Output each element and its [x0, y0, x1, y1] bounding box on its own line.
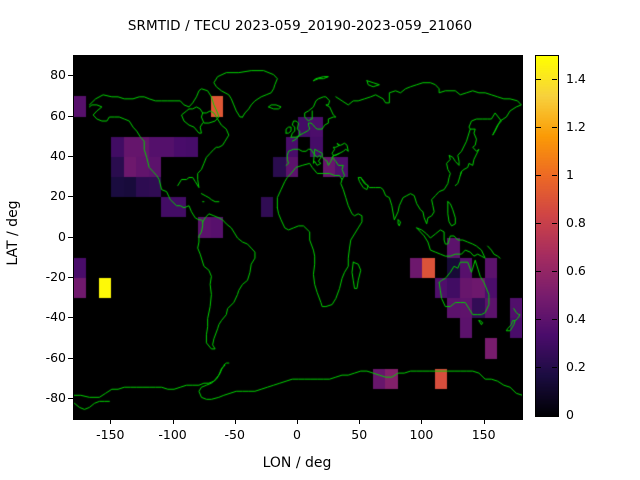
y-tick-mark — [68, 115, 73, 117]
x-tick-label: 0 — [293, 427, 301, 442]
x-tick-label: -150 — [96, 427, 125, 442]
y-tick-label: 60 — [50, 107, 66, 123]
y-axis-label: LAT / deg — [5, 200, 21, 266]
colorbar-tick-mark — [536, 127, 541, 128]
x-tick-mark — [483, 419, 485, 424]
x-tick-mark — [234, 419, 236, 424]
x-tick-mark — [297, 419, 298, 424]
x-tick-mark — [359, 419, 361, 424]
x-tick-label: 100 — [409, 427, 434, 442]
y-tick-label: -20 — [45, 268, 66, 284]
colorbar-tick-mark — [552, 367, 557, 368]
page-title: SRMTID / TECU 2023-059_20190-2023-059_21… — [127, 18, 473, 34]
y-tick-mark — [68, 155, 73, 157]
colorbar-tick-mark — [536, 367, 541, 368]
colorbar-tick-mark — [536, 79, 541, 80]
y-tick-mark — [68, 317, 73, 319]
y-tick-label: 40 — [50, 147, 66, 163]
colorbar-tick-mark — [552, 223, 557, 224]
x-tick-mark — [110, 419, 112, 424]
y-tick-label: -80 — [45, 389, 66, 405]
map-plot-area[interactable] — [73, 55, 523, 420]
colorbar-tick-mark — [552, 127, 557, 128]
colorbar-tick-mark — [536, 223, 541, 224]
y-tick-mark — [68, 357, 73, 359]
colorbar-tick-mark — [536, 175, 541, 176]
y-tick-label: 0 — [58, 228, 66, 244]
colorbar-tick-label: 0.2 — [566, 359, 586, 374]
colorbar-tick-label: 0.4 — [566, 311, 586, 326]
y-tick-mark — [68, 75, 73, 77]
colorbar-tick-mark — [536, 319, 541, 320]
colorbar-tick-mark — [552, 175, 557, 176]
x-tick-mark — [172, 419, 174, 424]
y-tick-mark — [68, 276, 73, 278]
x-tick-label: -100 — [158, 427, 187, 442]
colorbar-gradient — [536, 56, 558, 416]
y-tick-label: 20 — [50, 188, 66, 204]
y-tick-mark — [68, 397, 73, 399]
y-tick-mark — [68, 196, 73, 198]
colorbar-tick-label: 1.4 — [566, 71, 586, 86]
colorbar-tick-label: 0.8 — [566, 215, 586, 230]
colorbar[interactable] — [535, 55, 559, 417]
coastline-layer — [74, 56, 522, 419]
colorbar-tick-mark — [536, 415, 541, 416]
colorbar-tick-mark — [552, 415, 557, 416]
x-axis-label: LON / deg — [262, 455, 332, 471]
colorbar-tick-label: 0 — [566, 407, 574, 422]
colorbar-tick-mark — [552, 79, 557, 80]
colorbar-tick-mark — [536, 271, 541, 272]
y-tick-mark — [68, 236, 73, 238]
x-tick-mark — [421, 419, 423, 424]
colorbar-tick-mark — [552, 319, 557, 320]
y-tick-label: -40 — [45, 309, 66, 325]
x-tick-label: 150 — [471, 427, 496, 442]
colorbar-tick-label: 1 — [566, 167, 574, 182]
colorbar-tick-label: 1.2 — [566, 119, 586, 134]
colorbar-tick-mark — [552, 271, 557, 272]
x-tick-label: 50 — [351, 427, 368, 442]
y-tick-label: 80 — [50, 67, 66, 83]
y-tick-label: -60 — [45, 349, 66, 365]
colorbar-tick-label: 0.6 — [566, 263, 586, 278]
x-tick-label: -50 — [224, 427, 245, 442]
